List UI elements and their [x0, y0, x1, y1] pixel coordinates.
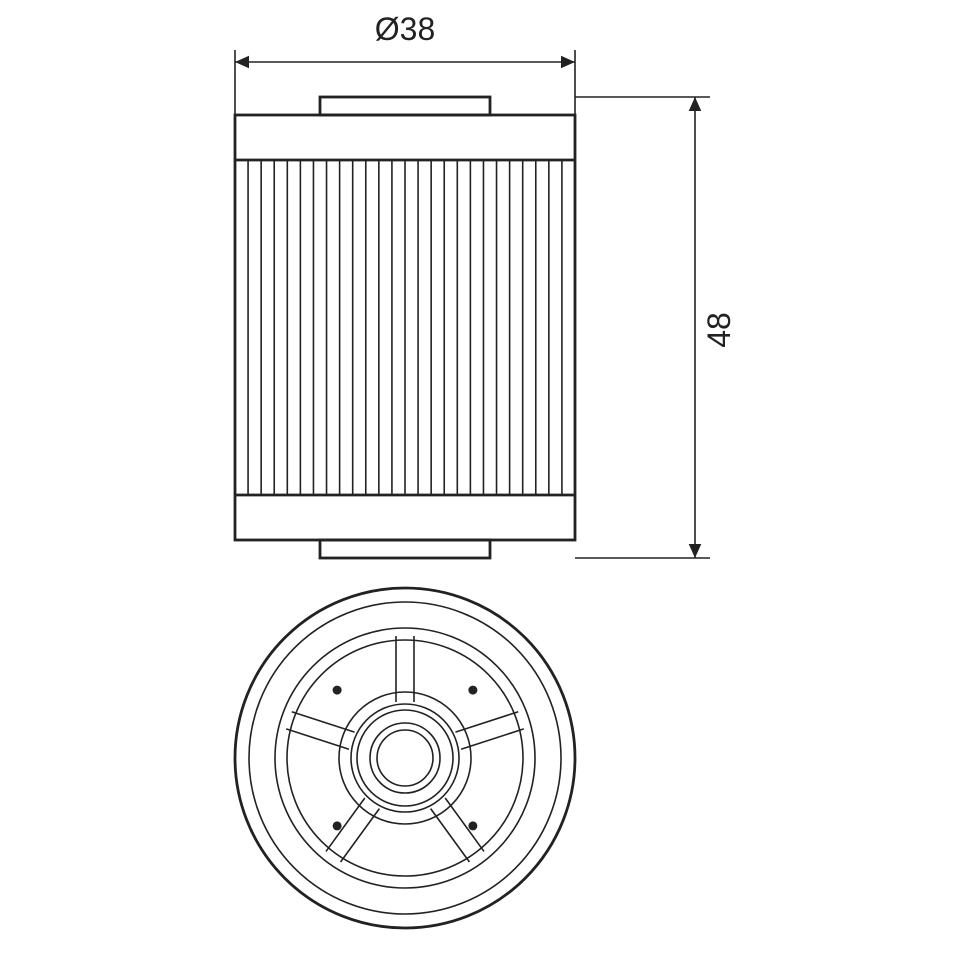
dimension-diameter [235, 50, 575, 115]
diameter-label: Ø38 [375, 11, 435, 47]
side-view [235, 97, 575, 558]
technical-drawing: Ø38 48 [0, 0, 960, 960]
height-label: 48 [701, 312, 737, 348]
bottom-view [235, 588, 575, 928]
dimension-height [575, 97, 710, 558]
